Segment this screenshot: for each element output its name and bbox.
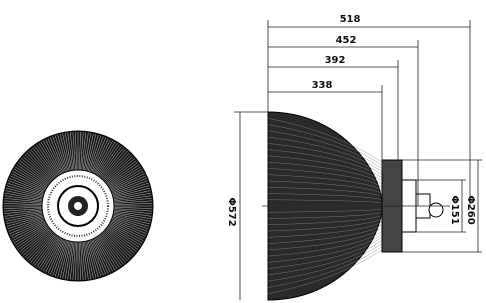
hub-hole (74, 202, 82, 210)
dimension-label: Φ151 (449, 195, 460, 224)
side-view (262, 112, 450, 300)
dimension-label: Φ572 (226, 197, 237, 226)
dimension-label: 518 (340, 14, 361, 25)
dimension-label: 452 (336, 35, 357, 46)
hook (429, 203, 443, 217)
dimension-label: 338 (312, 80, 333, 91)
dimension-label: Φ260 (465, 195, 476, 224)
drawing: 518 452 392 338 Φ572 Φ151 Φ260 (0, 0, 486, 303)
front-view (3, 131, 153, 281)
dimension-label: 392 (325, 55, 346, 66)
